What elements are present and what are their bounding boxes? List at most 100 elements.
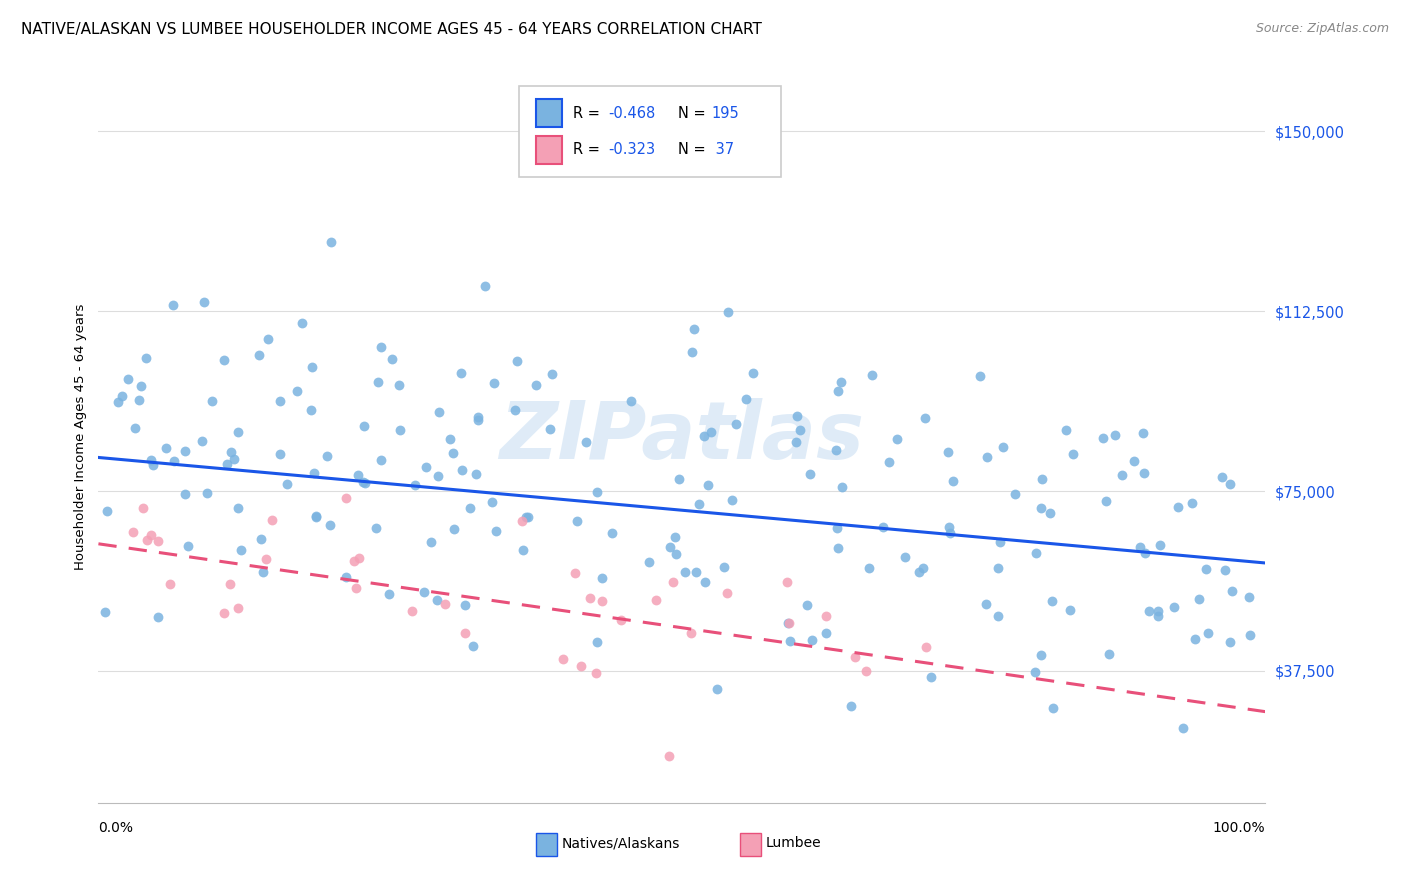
Point xyxy=(610,613,633,627)
Point xyxy=(388,378,411,392)
Point xyxy=(1149,538,1171,552)
Point xyxy=(162,298,184,312)
Point xyxy=(574,435,596,450)
Point xyxy=(354,476,377,491)
Point xyxy=(226,425,249,440)
Point xyxy=(1213,563,1236,577)
Point xyxy=(541,368,564,382)
Point xyxy=(987,560,1010,574)
Point xyxy=(592,571,614,585)
Point xyxy=(1129,540,1152,554)
Point xyxy=(987,609,1010,624)
Point xyxy=(697,478,720,492)
Point xyxy=(132,500,155,515)
Point xyxy=(343,553,366,567)
Point xyxy=(942,475,965,489)
Point xyxy=(1237,590,1260,604)
Point xyxy=(128,392,150,407)
Point xyxy=(364,521,387,535)
Point xyxy=(141,453,163,467)
Point xyxy=(779,634,801,648)
Point xyxy=(353,418,375,433)
Point xyxy=(706,682,728,697)
Point xyxy=(1219,635,1241,649)
Point xyxy=(524,377,547,392)
Point xyxy=(658,540,681,554)
Point xyxy=(269,447,291,461)
Point xyxy=(389,423,412,437)
Text: Natives/Alaskans: Natives/Alaskans xyxy=(562,836,681,850)
Point xyxy=(367,376,389,390)
Point xyxy=(912,561,935,575)
Point xyxy=(988,535,1011,549)
Text: N =: N = xyxy=(679,105,710,120)
Point xyxy=(146,533,169,548)
Point xyxy=(688,497,710,511)
Point xyxy=(135,351,157,365)
Point xyxy=(461,639,484,653)
Point xyxy=(685,565,707,579)
Point xyxy=(893,550,915,565)
Text: 37: 37 xyxy=(711,142,734,157)
Point xyxy=(121,524,143,539)
Point xyxy=(1188,591,1211,606)
Point xyxy=(936,445,959,459)
Point xyxy=(443,522,465,536)
Point xyxy=(401,604,423,618)
Point xyxy=(1195,562,1218,576)
Point xyxy=(579,591,602,605)
Point xyxy=(658,748,681,763)
Point xyxy=(177,539,200,553)
Point xyxy=(190,434,212,448)
Point xyxy=(938,520,960,534)
Point xyxy=(425,592,447,607)
Point xyxy=(789,423,811,437)
Point xyxy=(814,626,837,640)
Point xyxy=(538,422,561,436)
Point xyxy=(585,484,607,499)
Point xyxy=(434,597,457,611)
Point xyxy=(974,598,997,612)
Point xyxy=(262,513,284,527)
Point xyxy=(586,634,609,648)
Point xyxy=(1211,470,1233,484)
Point xyxy=(516,510,538,524)
Point xyxy=(370,453,392,467)
Text: -0.323: -0.323 xyxy=(609,142,655,157)
Point xyxy=(291,316,314,330)
Point xyxy=(645,593,668,607)
Point xyxy=(839,698,862,713)
Point xyxy=(458,501,481,516)
Point xyxy=(1239,628,1261,642)
Point xyxy=(801,633,824,648)
Point xyxy=(131,378,153,392)
Point xyxy=(316,449,339,463)
Point xyxy=(679,625,702,640)
Point xyxy=(908,565,931,579)
Point xyxy=(1004,487,1026,501)
Point xyxy=(474,279,496,293)
Point xyxy=(776,575,799,590)
Point xyxy=(96,504,118,518)
Point xyxy=(321,235,343,250)
Point xyxy=(506,353,529,368)
Point xyxy=(226,501,249,516)
Point xyxy=(1098,647,1121,661)
Point xyxy=(250,532,273,546)
Point xyxy=(454,626,477,640)
Point xyxy=(1104,428,1126,442)
Point xyxy=(219,445,242,459)
Point xyxy=(860,368,883,383)
Point xyxy=(1184,632,1206,647)
Y-axis label: Householder Income Ages 45 - 64 years: Householder Income Ages 45 - 64 years xyxy=(75,304,87,570)
Point xyxy=(215,457,238,471)
Point xyxy=(683,322,706,336)
Point xyxy=(825,443,848,458)
Point xyxy=(124,421,146,435)
Point xyxy=(1173,721,1195,735)
Text: Lumbee: Lumbee xyxy=(766,836,821,850)
Point xyxy=(404,478,426,492)
Point xyxy=(939,526,962,541)
Point xyxy=(412,585,434,599)
Point xyxy=(276,476,298,491)
